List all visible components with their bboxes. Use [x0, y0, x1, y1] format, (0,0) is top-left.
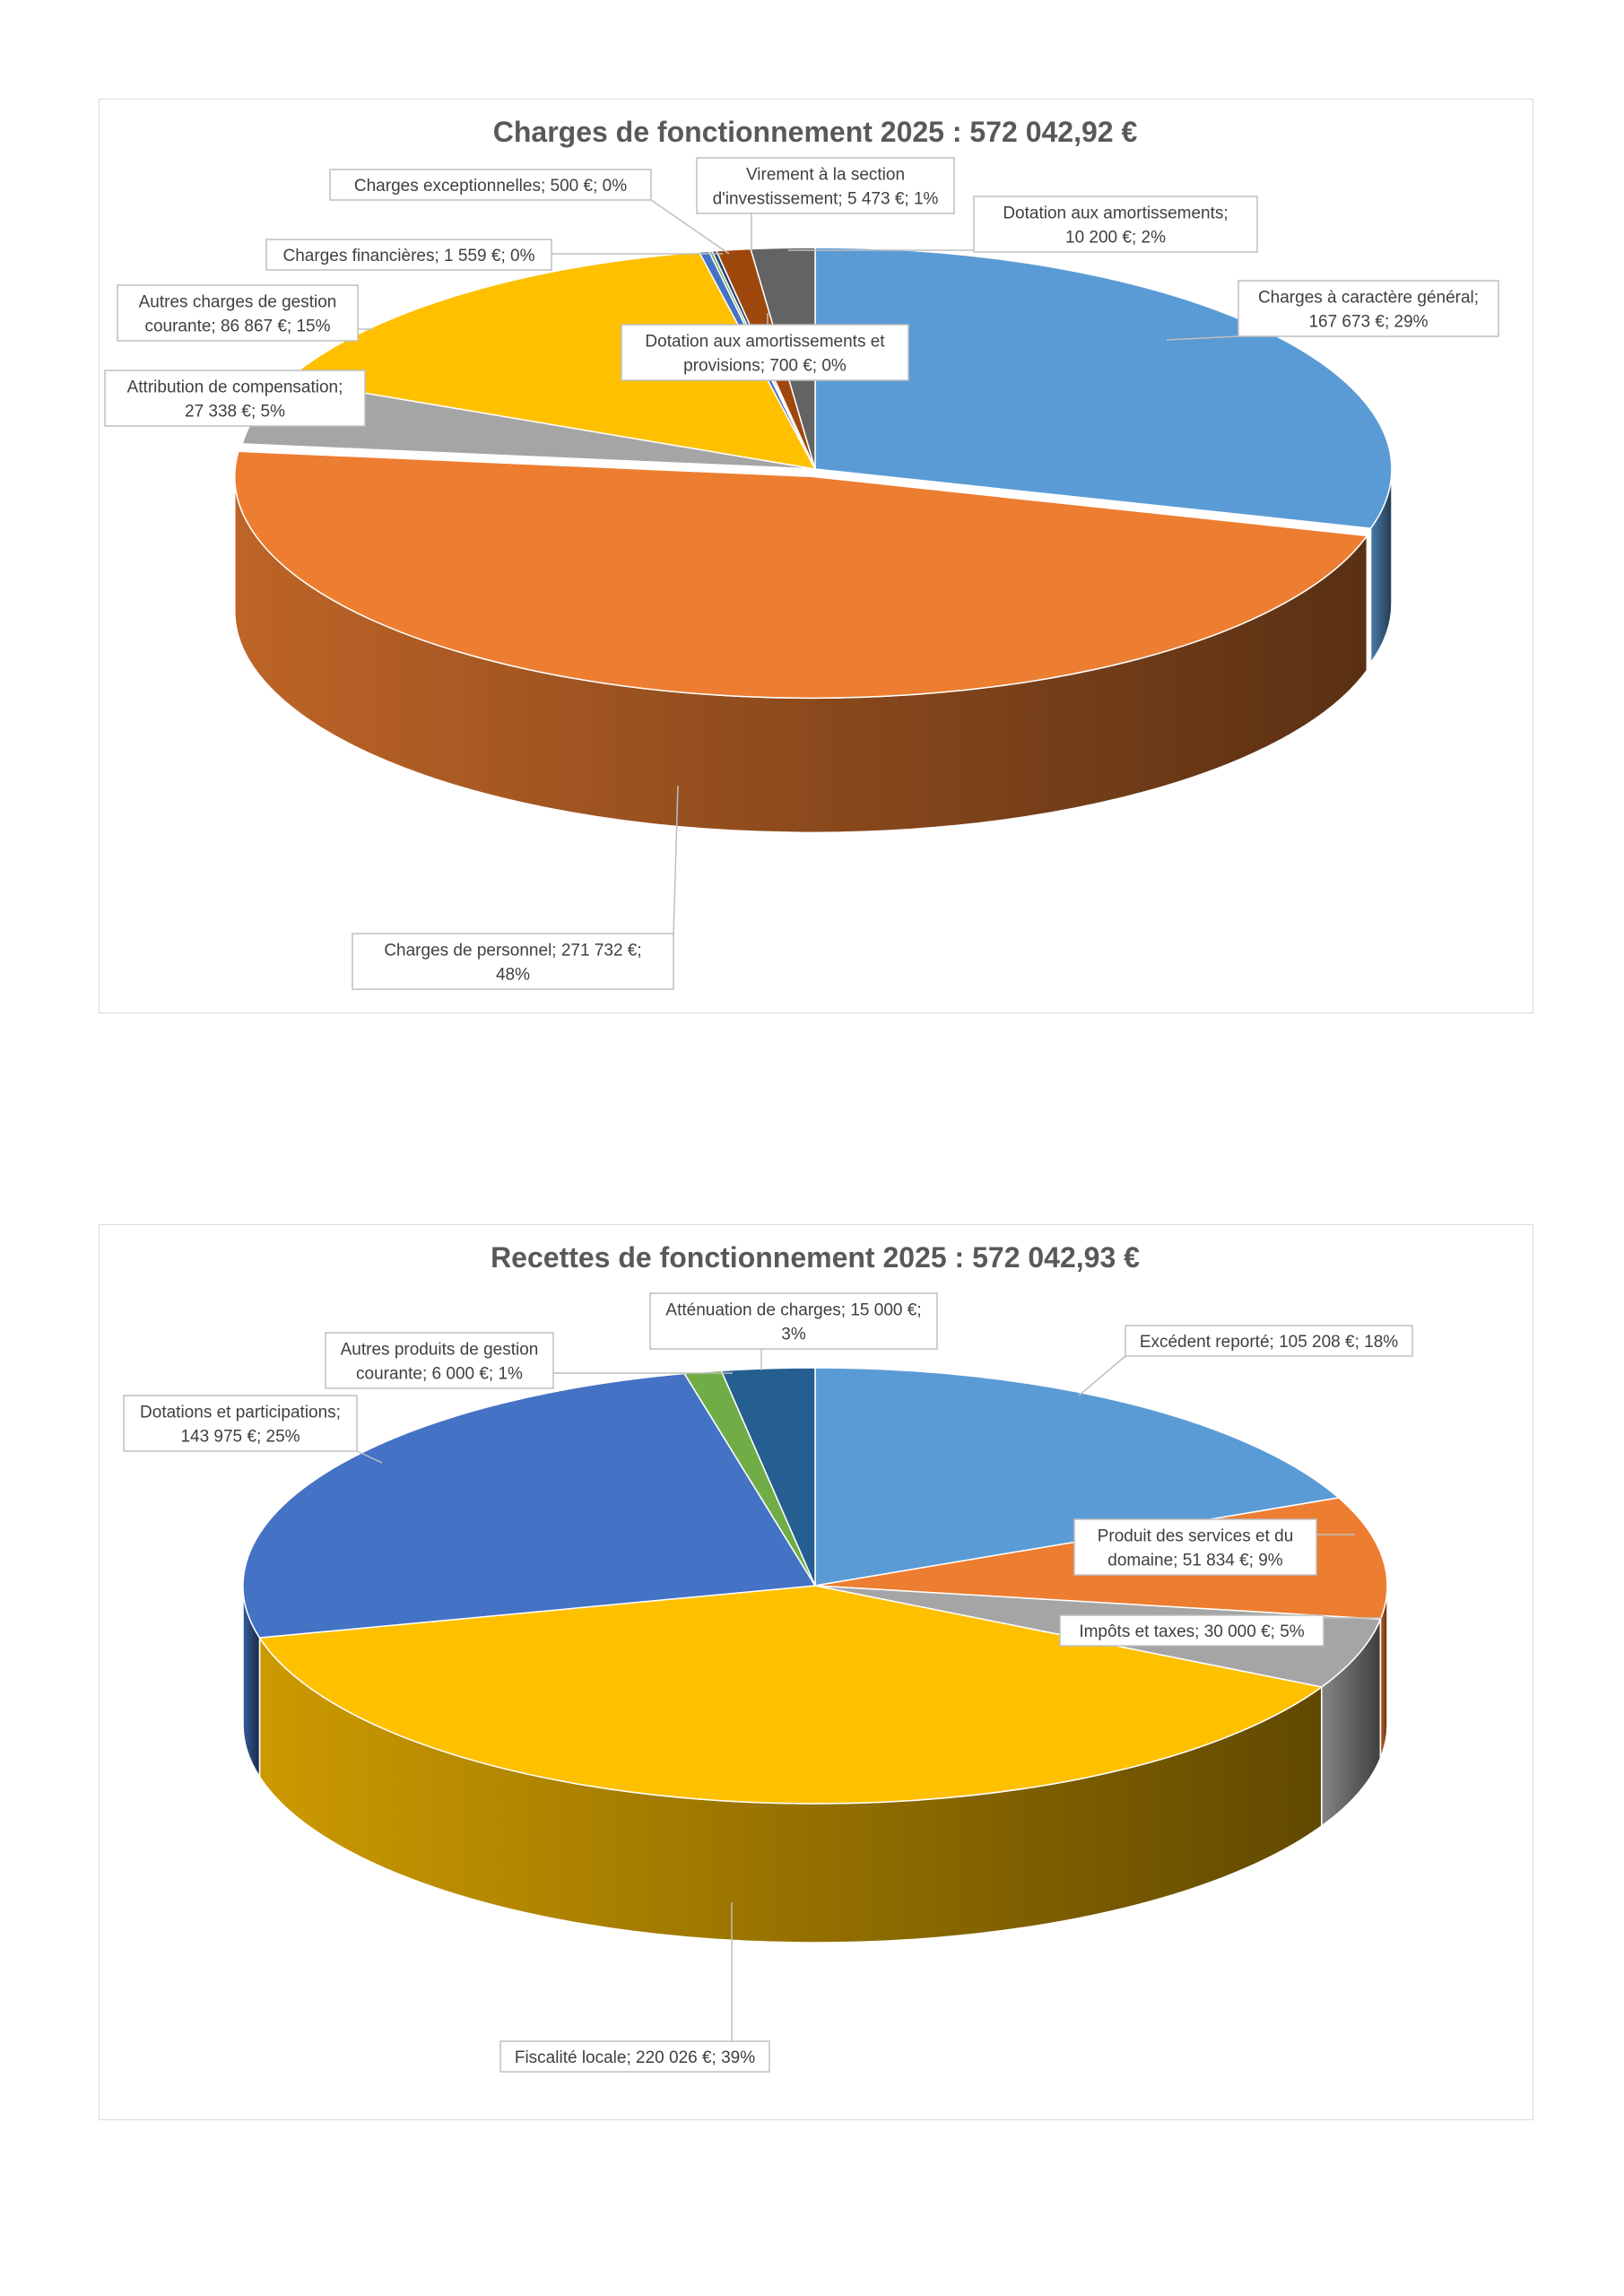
- data-label-attenuation-de-charges: Atténuation de charges; 15 000 €; 3%: [649, 1292, 938, 1370]
- label-text: domaine; 51 834 €; 9%: [1107, 1552, 1283, 1570]
- leader-line: [673, 785, 679, 935]
- charges-chart-panel: Charges de fonctionnement 2025 : 572 042…: [99, 99, 1533, 1013]
- pie-top-faces: [234, 247, 1393, 700]
- label-text: 48%: [496, 966, 530, 985]
- chart-title: Charges de fonctionnement 2025 : 572 042…: [493, 116, 1138, 148]
- label-box: [649, 1292, 938, 1350]
- label-box: [104, 370, 366, 427]
- label-text: Charges de personnel; 271 732 €;: [384, 942, 641, 961]
- data-label-impots-et-taxes: Impôts et taxes; 30 000 €; 5%: [1059, 1614, 1382, 1647]
- data-label-dotation-aux-amortissements-et-provisions: Dotation aux amortissements et provisions…: [621, 313, 909, 381]
- label-text: 10 200 €; 2%: [1065, 229, 1166, 248]
- leader-line: [1166, 335, 1239, 341]
- label-text: Autres charges de gestion: [139, 293, 337, 312]
- label-text: Produit des services et du: [1098, 1527, 1294, 1546]
- data-label-virement-a-la-section-d-investissement: Virement à la section d'investissement; 5…: [696, 157, 955, 250]
- data-label-fiscalite-locale: Fiscalité locale; 220 026 €; 39%: [499, 1902, 770, 2073]
- label-text: Dotations et participations;: [140, 1404, 341, 1422]
- slice-dotations-et-participations: [242, 1372, 817, 1639]
- pie-top-faces: [242, 1367, 1388, 1805]
- data-label-charges-a-caractere-general: Charges à caractère général; 167 673 €; 2…: [1166, 280, 1499, 341]
- label-text: Charges à caractère général;: [1258, 289, 1479, 308]
- data-label-charges-exceptionnelles: Charges exceptionnelles; 500 €; 0%: [329, 169, 730, 255]
- data-label-produit-des-services-et-du-domaine: Produit des services et du domaine; 51 83…: [1073, 1518, 1355, 1576]
- data-label-autres-produits-de-gestion-courante: Autres produits de gestion courante; 6 00…: [325, 1332, 733, 1389]
- slice-autres-charges-de-gestion-courante: [285, 251, 817, 470]
- label-box: [499, 2040, 770, 2073]
- label-box: [329, 169, 652, 201]
- label-text: Atténuation de charges; 15 000 €;: [665, 1301, 921, 1320]
- label-box: [117, 284, 359, 342]
- label-text: d'investissement; 5 473 €; 1%: [713, 190, 939, 209]
- label-text: 167 673 €; 29%: [1308, 313, 1428, 332]
- label-text: 27 338 €; 5%: [185, 403, 285, 422]
- label-text: provisions; 700 €; 0%: [683, 357, 847, 376]
- data-label-autres-charges-de-gestion-courante: Autres charges de gestion courante; 86 86…: [117, 284, 373, 342]
- label-box: [123, 1395, 358, 1452]
- recettes-pie-chart: Recettes de fonctionnement 2025 : 572 04…: [123, 1241, 1413, 2073]
- label-box: [325, 1332, 554, 1389]
- label-text: Dotation aux amortissements;: [1003, 204, 1228, 223]
- label-text: 3%: [781, 1326, 806, 1344]
- leader-line: [1078, 1355, 1126, 1396]
- label-text: Fiscalité locale; 220 026 €; 39%: [515, 2048, 755, 2067]
- recettes-chart-panel: Recettes de fonctionnement 2025 : 572 04…: [99, 1224, 1533, 2120]
- label-text: Dotation aux amortissements et: [645, 333, 885, 352]
- label-box: [352, 933, 674, 990]
- label-box: [1125, 1325, 1413, 1357]
- label-box: [1073, 1518, 1317, 1576]
- chart-title: Recettes de fonctionnement 2025 : 572 04…: [491, 1241, 1140, 1274]
- data-label-charges-de-personnel: Charges de personnel; 271 732 €; 48%: [352, 785, 679, 990]
- data-label-attribution-de-compensation: Attribution de compensation; 27 338 €; 5%: [104, 370, 366, 427]
- label-box: [1059, 1614, 1324, 1647]
- label-text: Autres produits de gestion: [341, 1341, 539, 1360]
- label-box: [1238, 280, 1499, 337]
- label-text: Attribution de compensation;: [127, 378, 343, 397]
- label-text: Excédent reporté; 105 208 €; 18%: [1140, 1333, 1398, 1352]
- slice-fiscalite-locale: [258, 1585, 1324, 1805]
- data-label-dotations-et-participations: Dotations et participations; 143 975 €; 2…: [123, 1395, 383, 1464]
- slice-attenuation-de-charges: [720, 1367, 816, 1587]
- data-labels: Charges à caractère général; 167 673 €; 2…: [104, 157, 1499, 990]
- label-box: [621, 324, 909, 381]
- label-text: Impôts et taxes; 30 000 €; 5%: [1079, 1622, 1304, 1641]
- label-text: courante; 6 000 €; 1%: [356, 1365, 523, 1384]
- label-text: Charges financières; 1 559 €; 0%: [283, 247, 535, 265]
- slice-excedent-reporte: [814, 1367, 1341, 1587]
- label-box: [696, 157, 955, 214]
- data-label-excedent-reporte: Excédent reporté; 105 208 €; 18%: [1078, 1325, 1413, 1396]
- data-labels: Excédent reporté; 105 208 €; 18% Produit …: [123, 1292, 1413, 2073]
- data-label-dotation-aux-amortissements: Dotation aux amortissements; 10 200 €; 2%: [788, 196, 1258, 253]
- label-box: [265, 239, 552, 271]
- label-text: Virement à la section: [746, 166, 905, 185]
- label-text: 143 975 €; 25%: [180, 1428, 300, 1447]
- leader-line: [650, 199, 730, 255]
- slice-charges-de-personnel: [234, 450, 1368, 700]
- leader-line: [356, 1450, 383, 1464]
- label-text: courante; 86 867 €; 15%: [144, 317, 330, 336]
- label-text: Charges exceptionnelles; 500 €; 0%: [354, 177, 627, 196]
- label-box: [973, 196, 1258, 253]
- charges-pie-chart: Charges de fonctionnement 2025 : 572 042…: [104, 116, 1499, 990]
- data-label-charges-financieres: Charges financières; 1 559 €; 0%: [265, 239, 723, 271]
